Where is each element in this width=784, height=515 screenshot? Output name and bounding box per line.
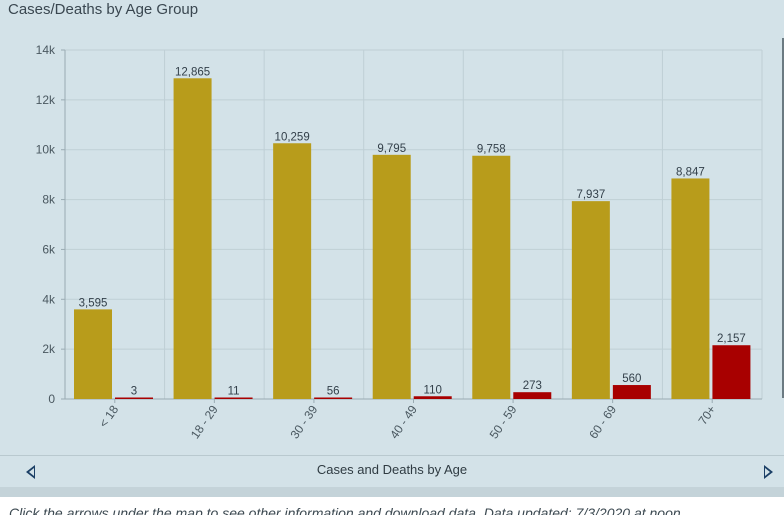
- cases-bar-label: 8,847: [676, 166, 705, 178]
- panel-title: Cases/Deaths by Age Group: [8, 1, 199, 18]
- next-arrow-icon[interactable]: [760, 462, 776, 482]
- y-tick-label: 0: [48, 392, 55, 406]
- cases-bar: [472, 155, 511, 399]
- deaths-bar: [413, 396, 452, 399]
- y-tick-label: 6k: [42, 242, 56, 256]
- bar-chart: 0 2k 4k 6k 8k 10k 12k 14k 3,595 3 < 18 12,865 11 18 -…: [36, 43, 763, 441]
- deaths-bar-label: 2,157: [717, 333, 746, 345]
- previous-arrow-icon[interactable]: [22, 462, 38, 482]
- cases-bar: [571, 201, 610, 399]
- panel-right-border: [782, 38, 784, 398]
- cases-bar: [74, 309, 112, 399]
- deaths-bar: [115, 397, 153, 399]
- cases-bar-label: 9,795: [377, 143, 406, 155]
- deaths-bar: [314, 397, 353, 399]
- deaths-bar-label: 56: [327, 386, 340, 398]
- deaths-bar-label: 110: [424, 384, 442, 396]
- deaths-bar: [513, 392, 552, 399]
- cases-bar: [173, 78, 212, 399]
- cases-bar-label: 9,758: [477, 144, 506, 156]
- x-tick-label: 50 - 59: [487, 402, 520, 441]
- x-tick-label: 30 - 39: [287, 402, 320, 441]
- deaths-bar: [712, 345, 751, 399]
- x-tick-label: 18 - 29: [188, 402, 221, 441]
- x-tick-label: < 18: [96, 402, 121, 430]
- deaths-bar-label: 273: [523, 380, 542, 392]
- deaths-bar-label: 11: [228, 386, 240, 398]
- y-tick-label: 2k: [42, 342, 56, 356]
- footer-text: Click the arrows under the map to see ot…: [9, 505, 681, 515]
- chart-panel: Cases/Deaths by Age Group 0 2k 4k 6k 8k 10k 12…: [8, 1, 784, 442]
- x-tick-label: 40 - 49: [387, 402, 420, 441]
- cases-bar: [671, 178, 710, 399]
- divider: [0, 487, 784, 497]
- footer-panel: Click the arrows under the map to see ot…: [0, 497, 784, 515]
- cases-bar-label: 10,259: [275, 131, 310, 143]
- x-tick-label: 60 - 69: [586, 402, 619, 441]
- deaths-bar: [214, 397, 253, 399]
- y-tick-label: 14k: [36, 43, 56, 57]
- x-tick-label: 70+: [696, 403, 719, 428]
- chart-navigation: Cases and Deaths by Age: [0, 455, 784, 488]
- cases-bar: [273, 143, 312, 399]
- y-tick-label: 8k: [42, 193, 56, 207]
- cases-bar-label: 3,595: [79, 297, 108, 309]
- deaths-bar: [612, 385, 651, 399]
- cases-bar-label: 7,937: [576, 189, 605, 201]
- y-tick-label: 10k: [36, 143, 56, 157]
- deaths-bar-label: 3: [131, 386, 137, 398]
- y-tick-label: 12k: [36, 93, 56, 107]
- cases-bar-label: 12,865: [175, 66, 210, 78]
- navigation-label: Cases and Deaths by Age: [316, 462, 468, 477]
- deaths-bar-label: 560: [622, 373, 641, 385]
- y-tick-label: 4k: [42, 292, 56, 306]
- cases-bar: [372, 154, 411, 399]
